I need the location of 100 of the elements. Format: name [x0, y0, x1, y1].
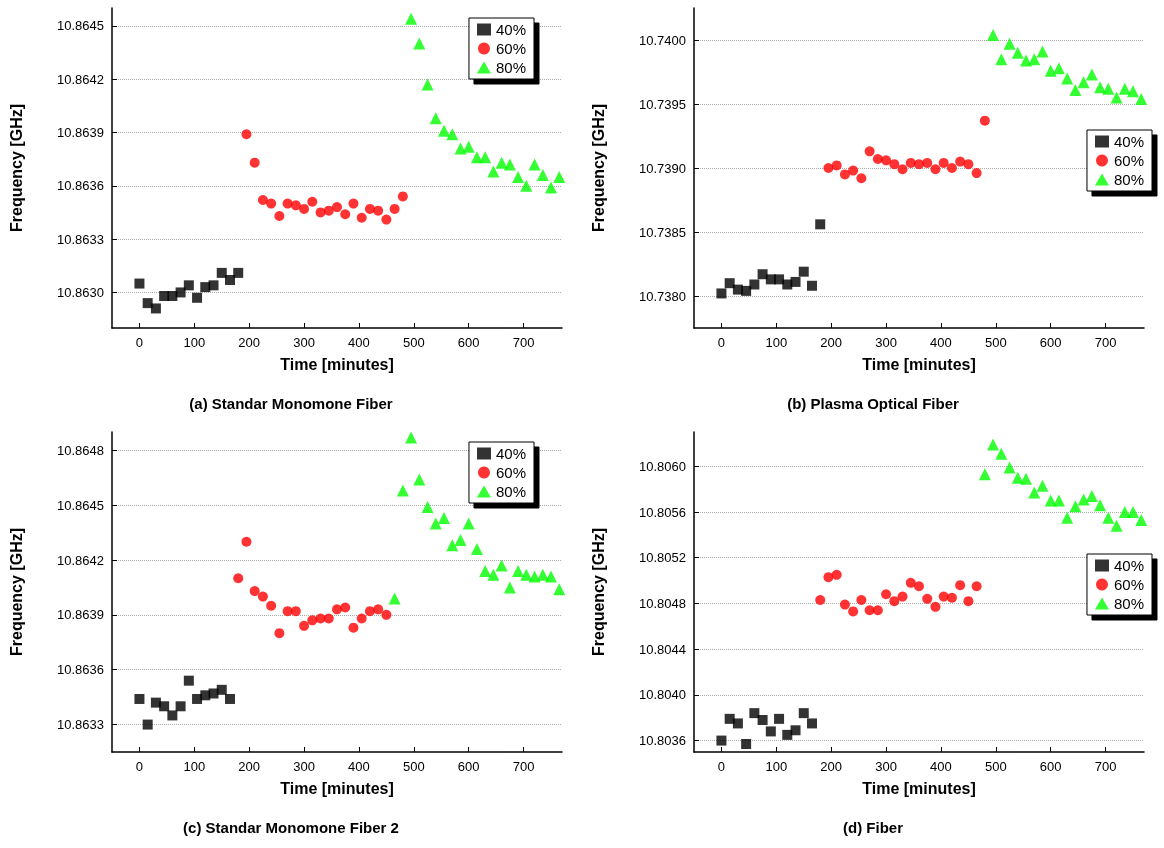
- x-tick-label: 300: [293, 335, 315, 350]
- point: [1110, 91, 1123, 104]
- point: [388, 592, 401, 605]
- point: [790, 725, 801, 736]
- y-tick-label: 10.7395: [639, 96, 686, 112]
- point: [249, 157, 260, 168]
- point: [749, 708, 760, 719]
- y-tick-label: 10.8056: [639, 504, 686, 520]
- point: [175, 287, 186, 298]
- y-tick-label: 10.8636: [57, 178, 104, 194]
- point: [831, 160, 842, 171]
- y-tick-label: 10.8642: [57, 71, 104, 87]
- point: [1118, 82, 1131, 95]
- point: [897, 164, 908, 175]
- y-tick-label: 10.7390: [639, 160, 686, 176]
- point: [1135, 514, 1148, 526]
- point: [249, 586, 260, 597]
- point: [274, 628, 285, 639]
- point: [1036, 45, 1049, 58]
- point: [806, 280, 817, 291]
- point: [545, 570, 558, 583]
- point: [1020, 472, 1033, 485]
- point: [159, 701, 170, 712]
- legend-label: 60%: [1113, 152, 1145, 169]
- point: [749, 279, 760, 290]
- x-tick-label: 700: [512, 759, 535, 774]
- x-tick-label: 0: [717, 335, 726, 350]
- point: [323, 205, 334, 216]
- point: [307, 615, 318, 626]
- point: [364, 606, 375, 617]
- point: [299, 620, 310, 631]
- point: [257, 195, 268, 205]
- point: [1102, 511, 1115, 524]
- point: [438, 511, 451, 524]
- point: [978, 468, 991, 481]
- point: [421, 500, 434, 513]
- point: [914, 159, 924, 170]
- y-tick-label: 10.8642: [57, 552, 104, 568]
- point: [487, 568, 500, 581]
- x-tick-label: 100: [765, 759, 788, 774]
- x-tick-label: 600: [457, 335, 480, 350]
- point: [536, 169, 549, 182]
- point: [963, 159, 974, 170]
- y-tick-label: 10.8036: [639, 733, 686, 749]
- point: [864, 146, 875, 157]
- point: [856, 173, 867, 184]
- point: [1085, 68, 1098, 81]
- point: [200, 282, 211, 293]
- point: [381, 214, 392, 225]
- point: [741, 739, 752, 749]
- point: [175, 701, 186, 712]
- point: [1011, 46, 1024, 59]
- point: [373, 205, 384, 216]
- point: [905, 577, 916, 588]
- point: [897, 591, 908, 602]
- point: [421, 78, 434, 91]
- point: [454, 533, 467, 546]
- point: [881, 155, 892, 166]
- legend-label: 80%: [1113, 595, 1145, 612]
- y-tick-label: 10.8040: [639, 687, 686, 703]
- y-tick-label: 10.8048: [639, 595, 686, 611]
- point: [462, 140, 475, 153]
- point: [142, 298, 153, 309]
- point: [487, 165, 500, 178]
- point: [831, 569, 842, 580]
- point: [1085, 490, 1098, 502]
- y-axis-title: Frequency [GHz]: [589, 103, 607, 233]
- point: [1094, 499, 1107, 512]
- x-tick-label: 200: [820, 335, 843, 350]
- x-tick-label: 300: [293, 759, 315, 774]
- point: [512, 564, 525, 577]
- x-tick-label: 700: [1094, 335, 1117, 350]
- point: [765, 726, 776, 737]
- legend-label: 40%: [1113, 557, 1145, 574]
- x-tick-label: 500: [984, 759, 1007, 774]
- point: [955, 156, 966, 167]
- point: [299, 203, 310, 214]
- legend-label: 40%: [495, 445, 527, 462]
- point: [1069, 83, 1082, 96]
- point: [470, 543, 483, 556]
- point: [413, 473, 426, 486]
- point: [815, 595, 826, 605]
- y-tick-label: 10.8639: [57, 607, 104, 623]
- point: [446, 128, 459, 141]
- point: [200, 690, 211, 701]
- point: [429, 517, 442, 530]
- y-tick-label: 10.8639: [57, 124, 104, 140]
- point: [134, 278, 145, 289]
- x-tick-label: 0: [717, 759, 726, 774]
- point: [536, 568, 549, 581]
- x-tick-label: 400: [930, 335, 952, 350]
- point: [881, 589, 892, 600]
- point: [224, 693, 235, 704]
- point: [979, 115, 990, 126]
- point: [856, 595, 867, 605]
- point: [364, 203, 375, 214]
- y-tick-label: 10.7385: [639, 224, 686, 240]
- point: [872, 605, 883, 616]
- point: [462, 517, 475, 530]
- point: [757, 269, 768, 280]
